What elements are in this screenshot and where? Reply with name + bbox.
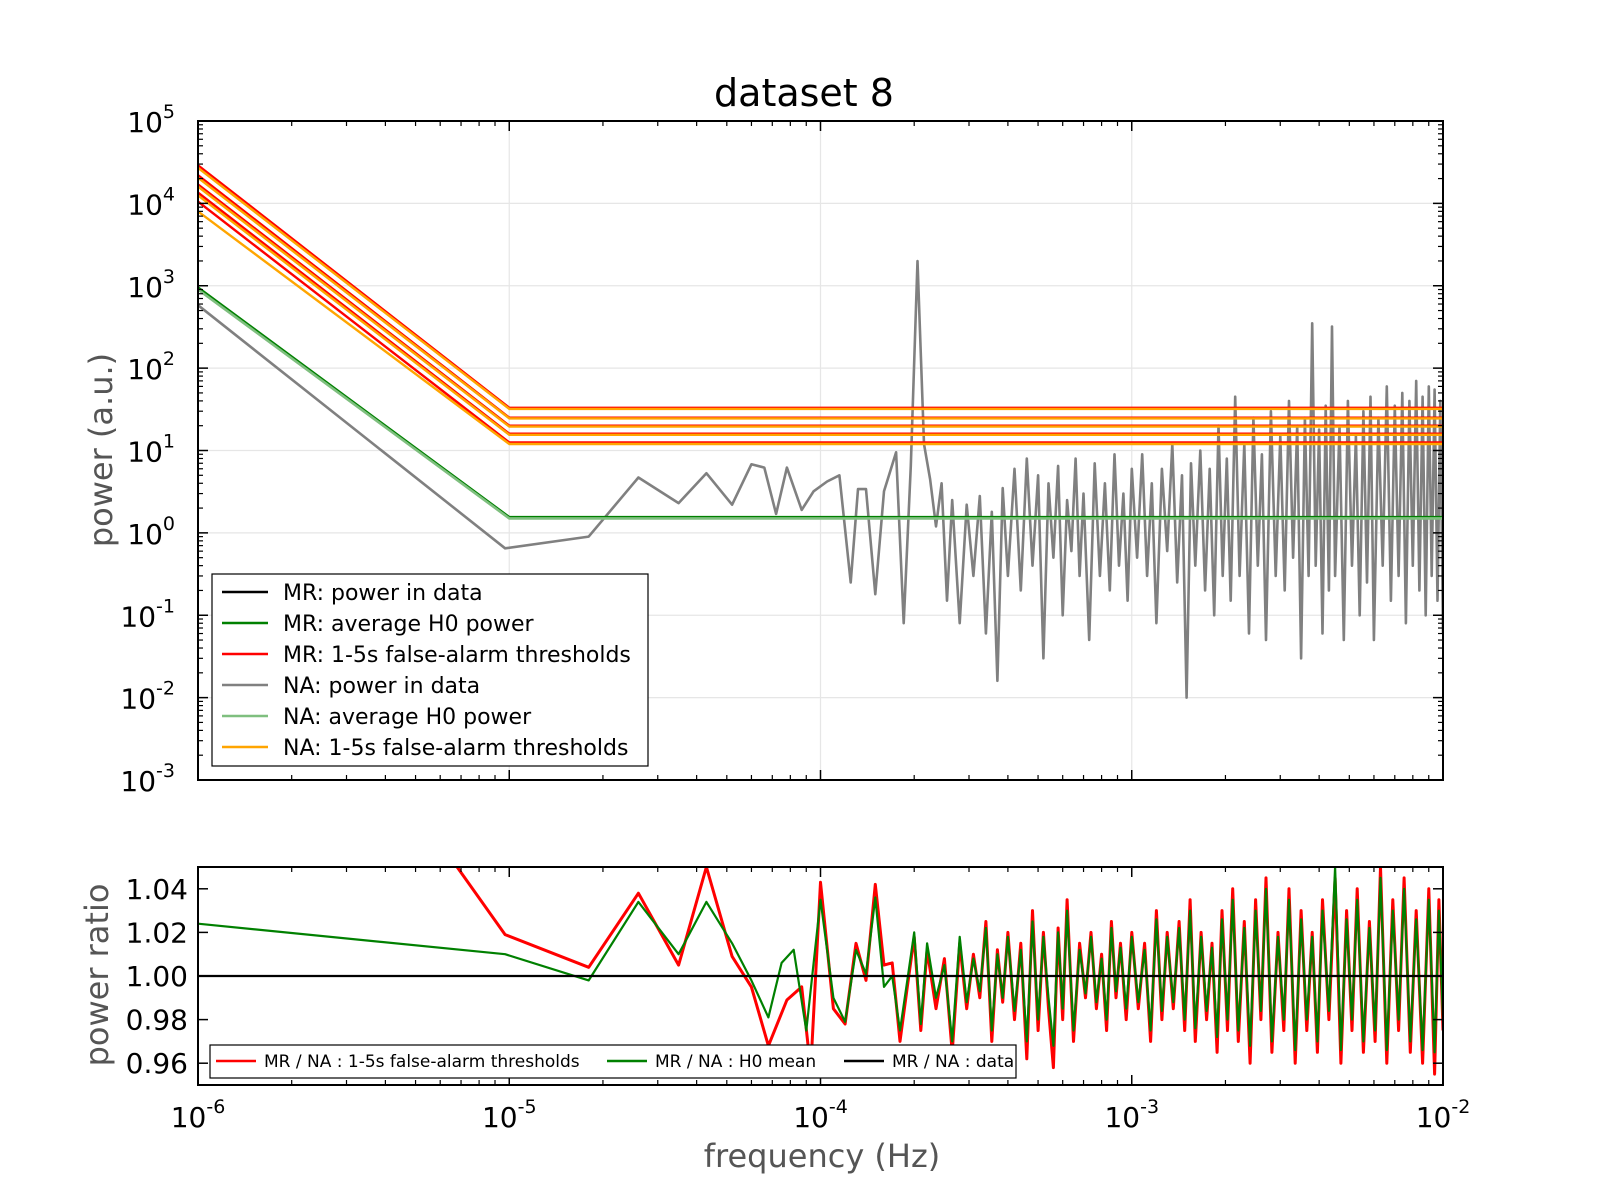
x-tick-base: 10 <box>1104 1101 1140 1134</box>
ratio-y-tick-label: 1.04 <box>126 873 188 906</box>
ratio-legend-label: MR / NA : H0 mean <box>655 1052 816 1072</box>
y-tick-exponent: 0 <box>163 513 175 535</box>
x-tick-base: 10 <box>171 1101 207 1134</box>
y-tick-base: 10 <box>120 765 156 798</box>
legend-label: NA: average H0 power <box>283 705 532 730</box>
x-tick-exponent: -2 <box>1451 1096 1470 1118</box>
y-tick-base: 10 <box>127 353 163 386</box>
bottom-x-ticks: 10-6 10-5 10-4 10-3 10-2 <box>171 867 1471 1134</box>
chart-title: dataset 8 <box>714 71 894 115</box>
ratio-legend-label: MR / NA : 1-5s false-alarm thresholds <box>264 1052 580 1072</box>
x-axis-label: frequency (Hz) <box>704 1137 941 1175</box>
y-tick-label: 103 <box>127 266 175 304</box>
top-y-axis-label: power (a.u.) <box>82 353 120 547</box>
x-tick-exponent: -4 <box>829 1096 848 1118</box>
ratio-y-tick-label: 0.98 <box>126 1004 188 1037</box>
x-tick-exponent: -6 <box>206 1096 225 1118</box>
x-tick-base: 10 <box>482 1101 518 1134</box>
threshold-line-na-2 <box>198 176 1443 420</box>
y-tick-label: 102 <box>127 348 175 386</box>
y-tick-exponent: 1 <box>163 431 175 453</box>
y-tick-base: 10 <box>127 106 163 139</box>
threshold-line-na-1 <box>198 166 1443 411</box>
y-tick-label: 104 <box>127 183 175 221</box>
series-line-na-average-h0-power <box>198 288 1443 520</box>
x-tick-base: 10 <box>1416 1101 1452 1134</box>
threshold-line-na-5 <box>198 210 1443 446</box>
x-tick-exponent: -3 <box>1140 1096 1159 1118</box>
top-series <box>198 164 1443 699</box>
bottom-series <box>198 867 1443 1076</box>
y-tick-base: 10 <box>120 683 156 716</box>
x-tick-label: 10-5 <box>482 1096 537 1134</box>
y-tick-label: 10-2 <box>120 678 175 716</box>
threshold-line-na-4 <box>198 194 1443 436</box>
series-line-na-power-in-data <box>198 259 1443 699</box>
x-tick-label: 10-3 <box>1104 1096 1159 1134</box>
top-legend: MR: power in data MR: average H0 power MR:… <box>211 573 649 767</box>
bottom-y-axis-label: power ratio <box>78 884 116 1067</box>
legend-label: MR: power in data <box>283 581 483 606</box>
y-tick-base: 10 <box>120 600 156 633</box>
y-tick-label: 10-1 <box>120 595 175 633</box>
ratio-y-tick-label: 1.02 <box>126 916 188 949</box>
y-tick-exponent: 2 <box>163 348 175 370</box>
top-legend-box <box>211 573 649 767</box>
top-x-ticks <box>197 121 1444 780</box>
legend-label: NA: 1-5s false-alarm thresholds <box>283 736 628 761</box>
y-tick-base: 10 <box>127 436 163 469</box>
y-tick-exponent: -2 <box>156 678 175 700</box>
legend-label: MR: 1-5s false-alarm thresholds <box>283 643 631 668</box>
x-tick-base: 10 <box>793 1101 829 1134</box>
y-tick-exponent: -1 <box>156 595 175 617</box>
threshold-line-mr-5 <box>198 200 1443 444</box>
y-tick-label: 105 <box>127 101 175 139</box>
x-tick-label: 10-6 <box>171 1096 226 1134</box>
y-tick-exponent: 4 <box>163 183 175 205</box>
y-tick-label: 101 <box>127 431 175 469</box>
power-ratio-panel: 10-6 10-5 10-4 10-3 10-2 1.041.021.000.980.9… <box>78 866 1471 1175</box>
y-tick-exponent: -3 <box>156 760 175 782</box>
legend-label: MR: average H0 power <box>283 612 535 637</box>
threshold-line-na-3 <box>198 185 1443 428</box>
ratio-y-tick-label: 1.00 <box>126 960 188 993</box>
y-tick-exponent: 3 <box>163 266 175 288</box>
bottom-legend: MR / NA : 1-5s false-alarm thresholds MR … <box>209 1044 1017 1079</box>
y-tick-label: 10-3 <box>120 760 175 798</box>
legend-label: NA: power in data <box>283 674 480 699</box>
bottom-y-ticks: 1.04 1.02 1.00 0.98 0.96 <box>126 873 1443 1080</box>
y-tick-exponent: 5 <box>163 101 175 123</box>
y-tick-base: 10 <box>127 188 163 221</box>
x-tick-exponent: -5 <box>518 1096 537 1118</box>
y-tick-base: 10 <box>127 518 163 551</box>
y-tick-label: 100 <box>127 513 175 551</box>
y-tick-base: 10 <box>127 271 163 304</box>
x-tick-label: 10-2 <box>1416 1096 1471 1134</box>
ratio-legend-label: MR / NA : data <box>892 1052 1014 1072</box>
x-tick-label: 10-4 <box>793 1096 848 1134</box>
ratio-y-tick-label: 0.96 <box>126 1047 188 1080</box>
